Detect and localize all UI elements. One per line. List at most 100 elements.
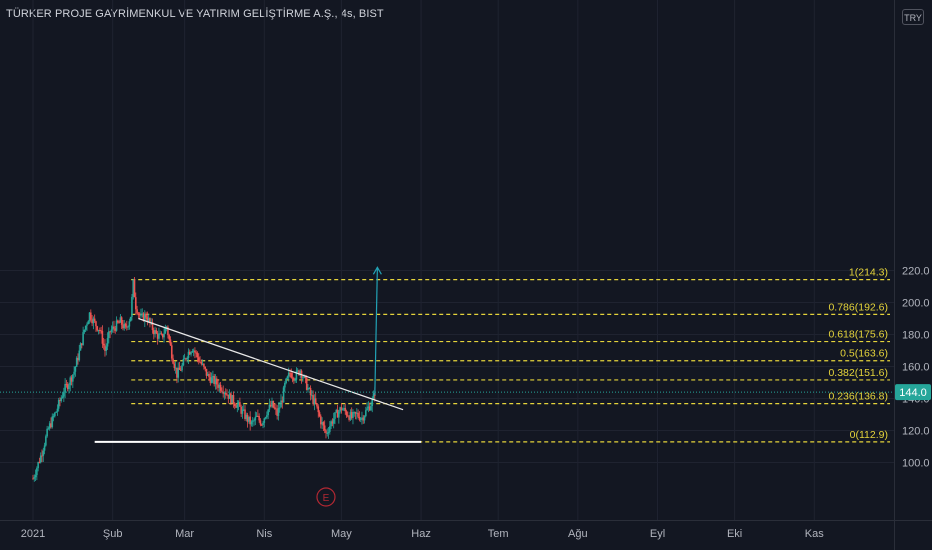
candle-body — [113, 326, 115, 329]
candle-body — [239, 402, 241, 407]
candle-body — [290, 373, 293, 378]
candle — [294, 377, 296, 383]
candle-body — [199, 361, 201, 363]
candle — [178, 361, 181, 370]
candle — [38, 457, 41, 464]
candle — [273, 403, 276, 410]
candle — [169, 336, 172, 346]
candle — [302, 374, 304, 382]
candle-body — [200, 362, 203, 365]
candle-body — [266, 415, 268, 418]
candle — [255, 412, 258, 418]
candle-body — [309, 388, 312, 396]
candle-body — [295, 370, 298, 380]
candle — [208, 371, 210, 381]
candle-body — [289, 372, 291, 374]
candle — [293, 376, 295, 385]
candle — [235, 402, 237, 408]
candle — [119, 313, 122, 323]
candle-body — [74, 366, 77, 372]
candle — [145, 311, 147, 320]
candle — [367, 401, 370, 413]
candle — [152, 327, 155, 340]
candle-body — [131, 296, 133, 317]
candle-body — [32, 478, 34, 480]
candle — [268, 398, 271, 413]
candle — [250, 420, 253, 427]
candle — [128, 318, 131, 330]
candle — [240, 404, 242, 418]
event-marker[interactable]: E — [316, 487, 336, 507]
candle — [101, 325, 104, 348]
candle — [185, 357, 187, 362]
candle-body — [253, 420, 255, 422]
candle-body — [278, 407, 281, 409]
candle — [55, 411, 57, 414]
candle-body — [249, 416, 251, 425]
candle — [87, 320, 90, 325]
candle-body — [350, 412, 353, 418]
arrow-head-icon[interactable] — [372, 266, 382, 275]
event-circle-icon[interactable] — [316, 487, 336, 507]
candle — [61, 391, 64, 399]
candle-body — [358, 416, 361, 420]
candle-body — [321, 422, 323, 425]
candle — [343, 404, 345, 411]
x-tick-label: Kas — [805, 528, 824, 540]
candle-body — [287, 372, 290, 377]
candle-body — [242, 409, 245, 411]
candle-body — [161, 333, 164, 338]
candle — [332, 412, 335, 429]
candle-body — [46, 428, 48, 437]
candle — [305, 375, 308, 391]
arrow-line[interactable] — [374, 267, 378, 396]
candle — [262, 421, 264, 429]
candle-body — [173, 363, 176, 369]
candle-body — [221, 390, 223, 392]
candle — [60, 395, 63, 403]
currency-badge[interactable]: TRY — [902, 9, 924, 25]
candle — [314, 392, 317, 405]
candle-body — [126, 326, 128, 328]
candle-body — [345, 411, 348, 416]
candle — [251, 416, 254, 427]
candle-body — [93, 318, 96, 322]
candle — [84, 325, 87, 333]
candle-body — [34, 475, 37, 478]
candle — [203, 363, 205, 370]
candle-body — [106, 338, 109, 347]
candle-body — [280, 400, 282, 408]
candle-body — [174, 367, 177, 369]
candle — [43, 442, 46, 455]
candle — [295, 367, 298, 384]
candle — [143, 310, 146, 328]
trendline[interactable] — [138, 317, 404, 411]
candle — [318, 410, 321, 418]
candle — [65, 379, 68, 388]
candle — [170, 342, 173, 362]
candle — [349, 409, 352, 421]
candle — [75, 356, 78, 367]
candle — [317, 404, 320, 418]
candle-body — [60, 397, 63, 401]
candle-body — [236, 404, 239, 408]
candle — [257, 409, 259, 417]
candle-body — [159, 333, 162, 335]
candle — [335, 408, 338, 414]
candle — [321, 417, 323, 430]
candle-body — [100, 330, 102, 332]
candle-body — [245, 414, 248, 419]
candle-body — [81, 343, 83, 345]
candle-body — [244, 409, 246, 419]
candle-body — [147, 318, 150, 322]
candle-body — [57, 399, 60, 409]
candle — [177, 362, 180, 383]
candle — [191, 348, 194, 353]
candle — [72, 374, 74, 388]
candle — [368, 402, 371, 412]
candle-body — [172, 358, 174, 364]
candle-body — [135, 297, 137, 310]
candle-body — [39, 455, 42, 463]
candle-body — [176, 367, 178, 378]
